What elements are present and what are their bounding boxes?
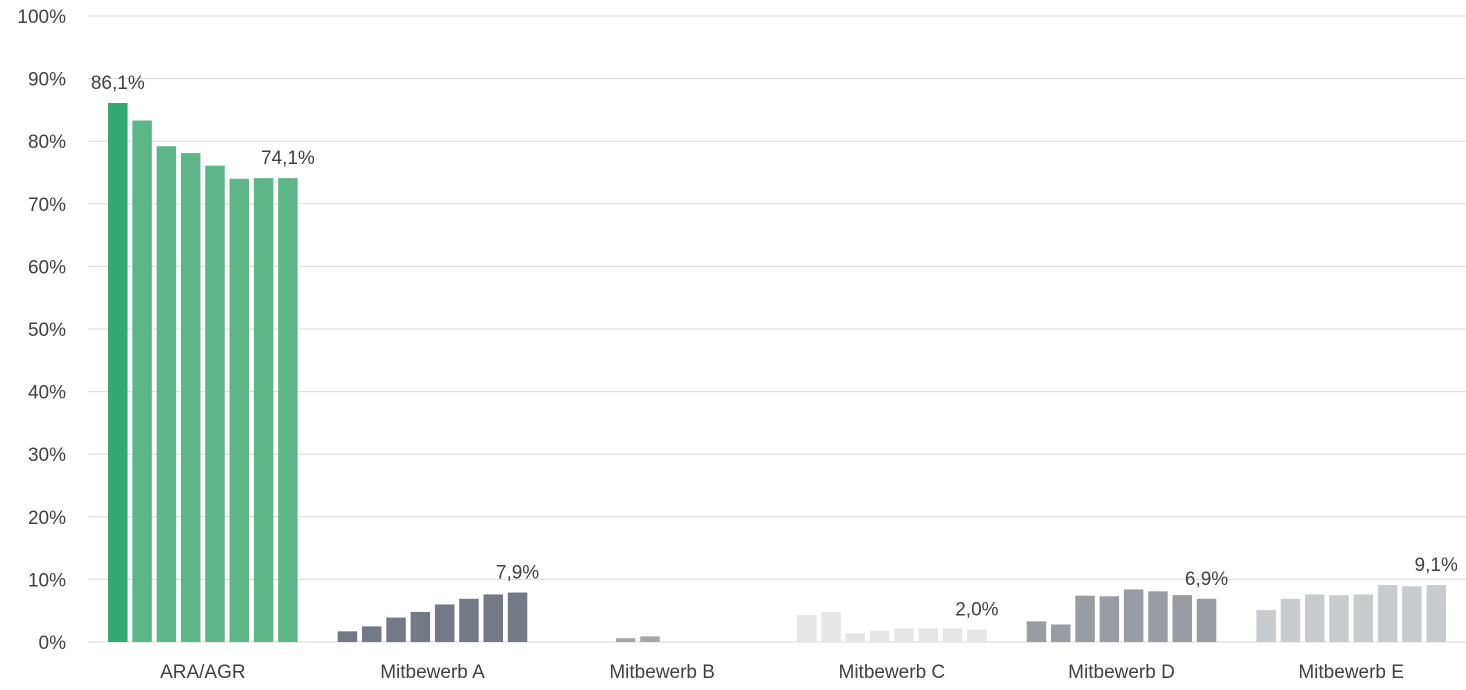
y-tick-label: 0% [39,633,67,654]
bar [483,594,503,642]
bar [156,146,177,642]
y-axis-ticks: 0% 10% 20% 30% 40% 50% 60% 70% 80% 90% 100% [17,7,66,654]
bar [459,598,479,642]
data-label: 2,0% [955,599,998,620]
bar [1051,624,1071,642]
bar [821,611,841,642]
bar [1329,595,1349,642]
bar [1172,595,1192,642]
bar [1148,591,1168,642]
bar [278,178,298,642]
bar [180,153,201,642]
bar [640,636,660,642]
bar [205,165,225,642]
bar [894,628,914,642]
bar [434,604,455,642]
y-tick-label: 10% [28,570,66,591]
x-category-label: ARA/AGR [160,662,246,683]
x-category-label: Mitbewerb A [380,662,485,683]
data-label: 6,9% [1185,569,1228,590]
bar [869,630,890,642]
bar [1075,595,1095,642]
bar [918,628,939,642]
bar [108,103,128,643]
y-tick-label: 80% [28,132,66,153]
bar [1353,594,1374,642]
bar [386,617,406,642]
bar [1123,589,1144,642]
bars [108,103,1446,643]
y-tick-label: 60% [28,257,66,278]
bar [1377,585,1398,642]
bar [410,611,431,642]
bar [1426,585,1446,642]
y-tick-label: 20% [28,508,66,529]
bar [337,631,358,642]
bar [1256,610,1276,642]
gridlines [88,15,1466,643]
bar [362,626,382,642]
bar [507,592,528,642]
bar [1026,621,1047,642]
y-tick-label: 30% [28,445,66,466]
bar [1099,596,1120,642]
data-label: 86,1% [91,73,145,94]
bar [132,120,152,643]
x-axis-categories: ARA/AGR Mitbewerb A Mitbewerb B Mitbewerb C… [160,662,1404,683]
bar [942,628,963,642]
y-tick-label: 40% [28,383,66,404]
y-tick-label: 100% [17,7,66,28]
bar [229,178,250,642]
bar [967,629,987,642]
x-category-label: Mitbewerb B [609,662,715,683]
bar [615,638,636,642]
x-category-label: Mitbewerb D [1068,662,1175,683]
data-label: 74,1% [261,148,315,169]
data-label: 7,9% [496,563,539,584]
bar [797,615,817,642]
bar [845,633,866,642]
y-tick-label: 90% [28,70,66,91]
bar [253,178,274,642]
y-tick-label: 50% [28,320,66,341]
bar [1402,586,1422,642]
bar [1280,598,1301,642]
bar [1196,598,1217,642]
data-label: 9,1% [1415,555,1458,576]
bar [1304,594,1325,642]
y-tick-label: 70% [28,195,66,216]
data-labels: 86,1% 74,1% 7,9% 2,0% 6,9% 9,1% [91,73,1458,620]
x-category-label: Mitbewerb C [839,662,946,683]
x-category-label: Mitbewerb E [1298,662,1404,683]
